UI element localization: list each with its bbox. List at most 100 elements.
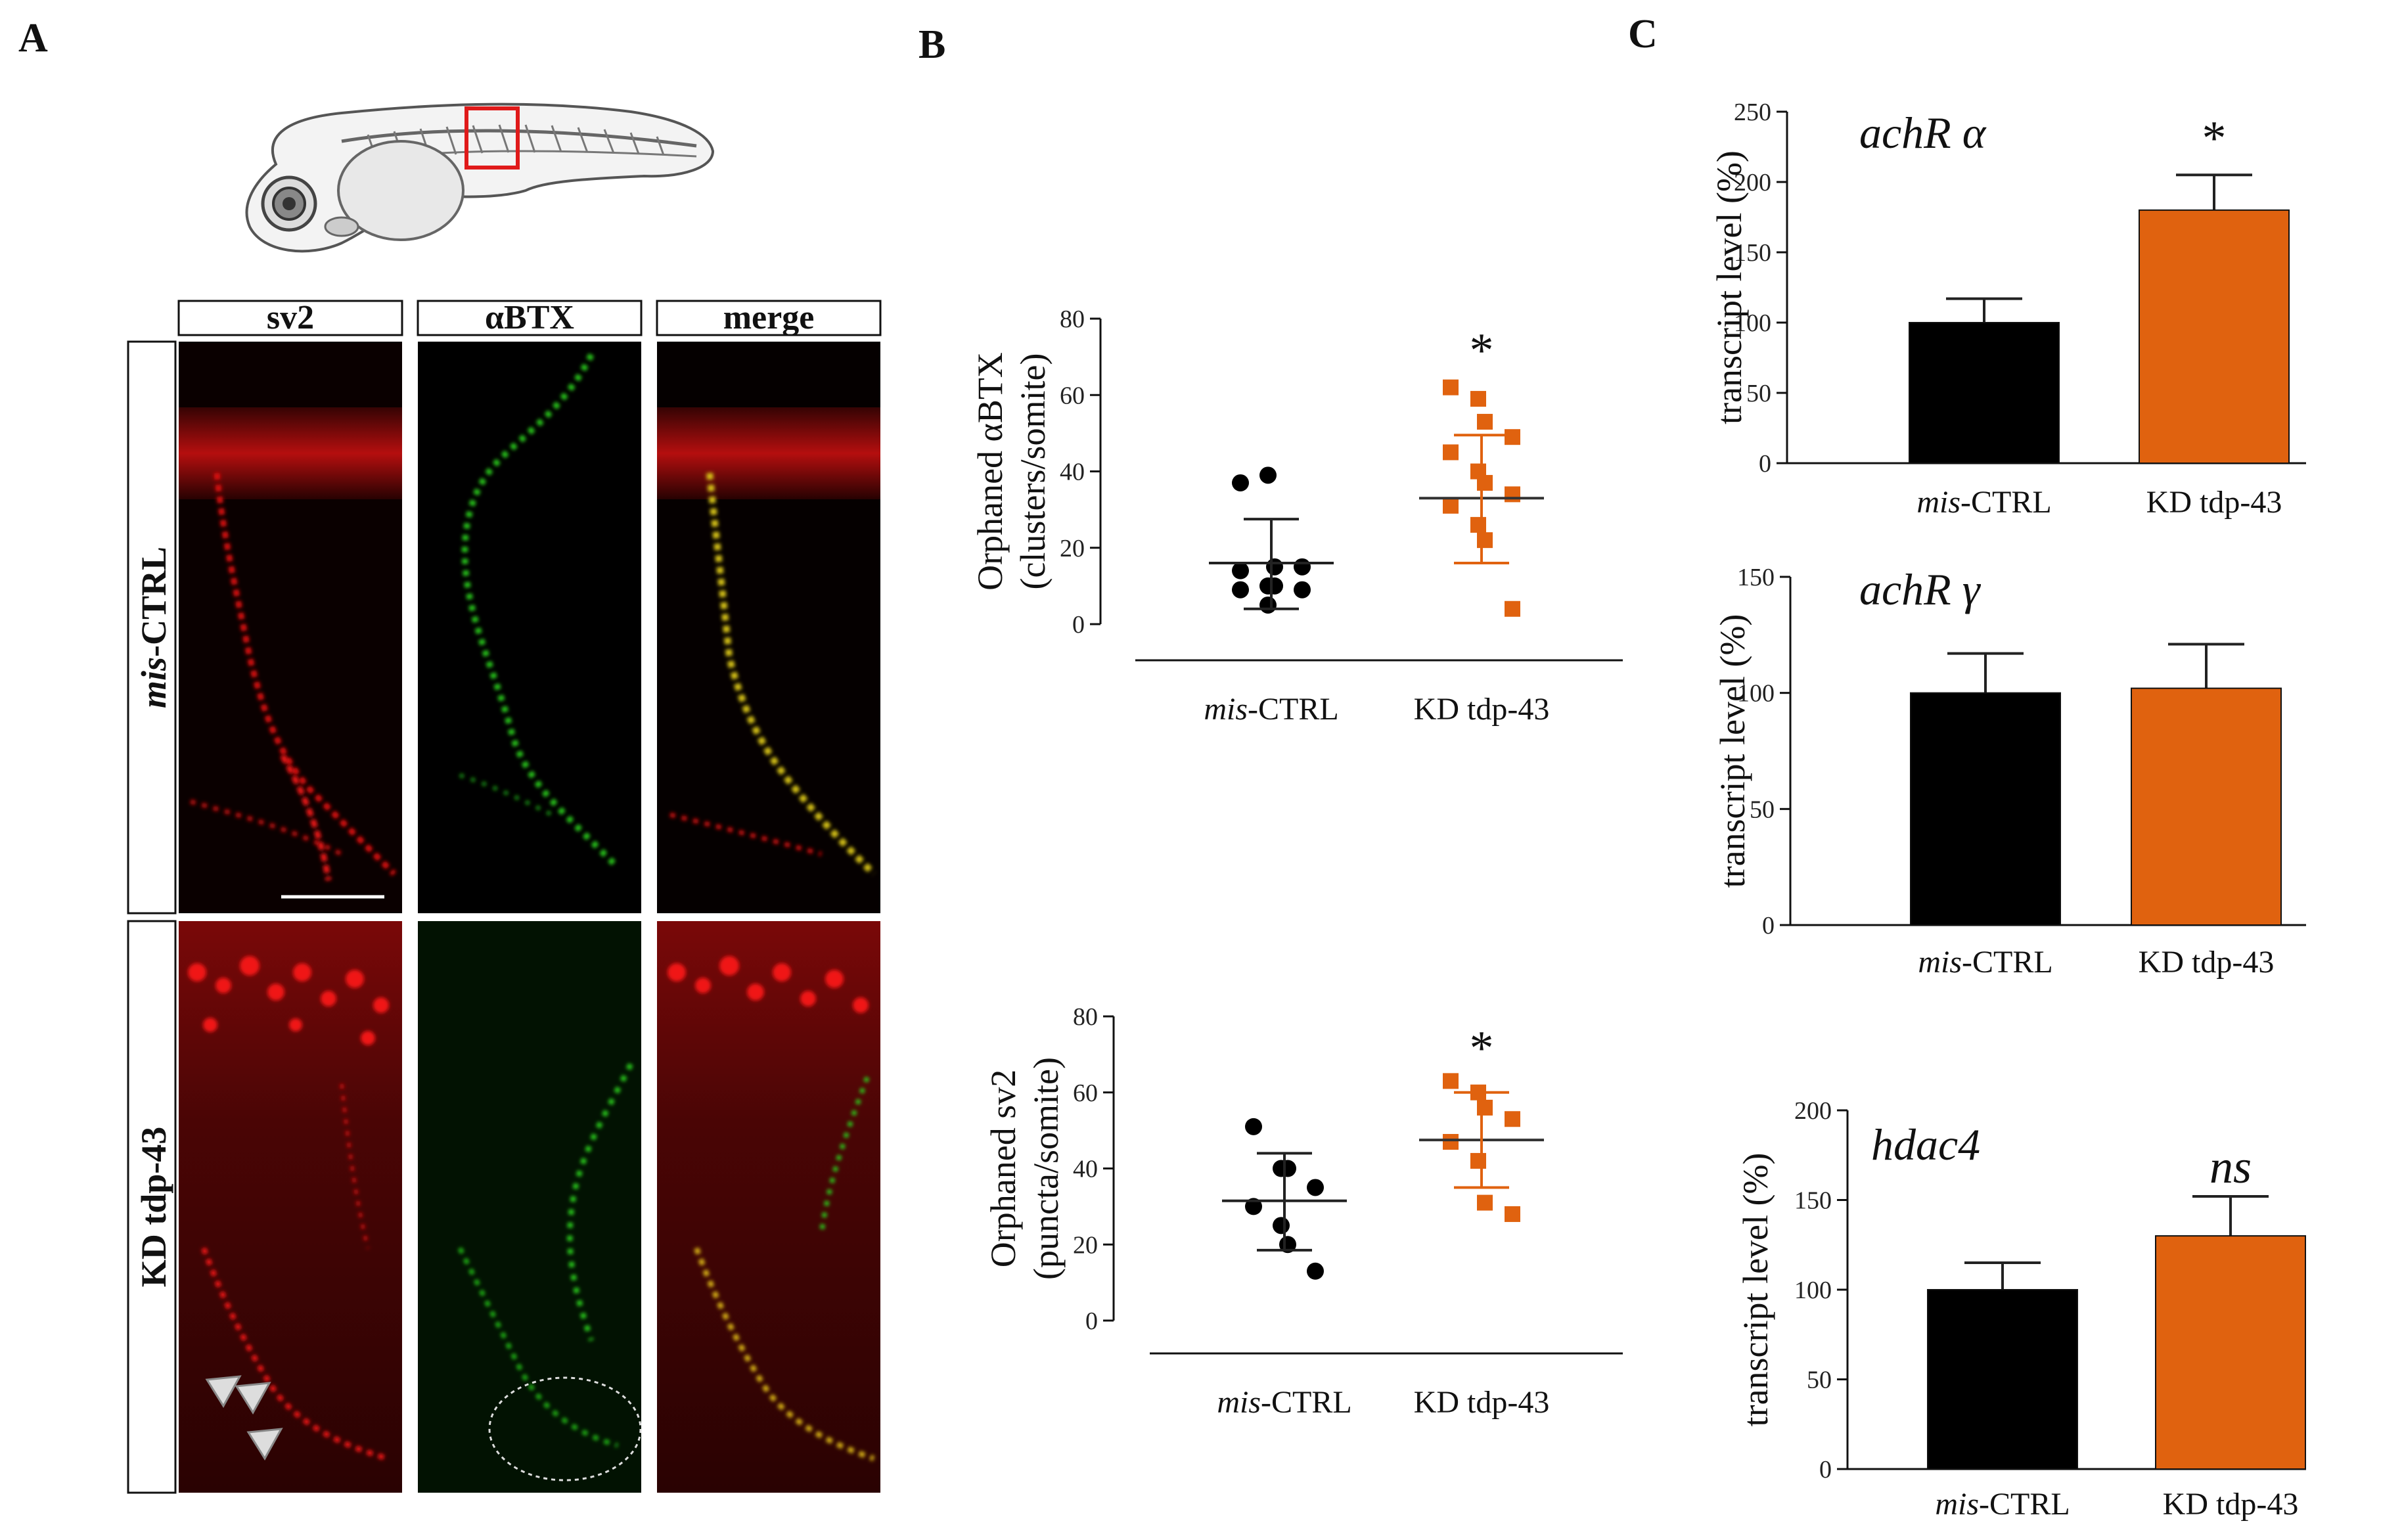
microscopy-column-headers: sv2 αBTX merge: [177, 299, 882, 336]
category-label: KD tdp-43: [2163, 1487, 2299, 1522]
row-header-kd-tdp43: KD tdp-43: [134, 1127, 173, 1288]
data-point-ctrl: [1232, 474, 1249, 491]
data-point-ctrl: [1307, 1179, 1324, 1196]
chart-b-bottom: 0 20 40 60 80 Orphaned sv2 (puncta/somite) mis-…: [984, 1003, 1623, 1420]
y-tick-label: 200: [1794, 1097, 1832, 1125]
significance-marker: *: [1470, 1022, 1494, 1076]
chart-b-top: 0 20 40 60 80 Orphaned αBTX (clusters/somite) m…: [970, 306, 1623, 727]
tile-kd-abtx: [418, 921, 642, 1493]
y-tick-label: 80: [1060, 306, 1085, 333]
y-tick-label: 150: [1794, 1187, 1832, 1215]
y-axis-title: Orphaned αBTX: [970, 352, 1010, 591]
data-point-kd: [1505, 1206, 1520, 1222]
data-point-ctrl: [1232, 581, 1249, 599]
data-point-ctrl: [1245, 1118, 1262, 1135]
category-label: KD tdp-43: [1414, 692, 1550, 727]
chart-c-achrg: 0 50 100 150 transcript level (%) achR γ mis-C…: [1713, 564, 2306, 980]
y-tick-label: 100: [1794, 1277, 1832, 1304]
y-axis-subtitle: (puncta/somite): [1026, 1057, 1066, 1280]
panel-label-c: C: [1628, 12, 1658, 57]
data-point-kd: [1477, 532, 1493, 549]
data-point-ctrl: [1259, 466, 1277, 484]
data-point-kd: [1443, 1073, 1459, 1089]
y-tick-label: 80: [1073, 1003, 1098, 1031]
data-point-kd: [1505, 1111, 1520, 1127]
category-label: KD tdp-43: [1414, 1385, 1550, 1420]
gene-label: achR γ: [1859, 564, 1982, 614]
significance-marker: ns: [2209, 1141, 2252, 1193]
y-axis-subtitle: (clusters/somite): [1013, 353, 1053, 590]
bar-ctrl: [1927, 1289, 2078, 1470]
y-tick-label: 250: [1734, 99, 1771, 126]
microscopy-grid: [179, 342, 880, 1493]
panel-label-b: B: [918, 22, 945, 67]
data-point-kd: [1470, 391, 1486, 407]
y-axis-title: Orphaned sv2: [984, 1070, 1023, 1267]
significance-marker: *: [2202, 112, 2227, 166]
y-axis-title: transcript level (%): [1710, 150, 1749, 424]
data-point-ctrl: [1307, 1262, 1324, 1280]
data-point-kd: [1477, 413, 1493, 430]
category-label: mis-CTRL: [1916, 485, 2051, 520]
data-point-kd: [1443, 379, 1459, 396]
y-tick-label: 150: [1734, 239, 1771, 267]
data-point-kd: [1505, 429, 1520, 445]
column-header-abtx: αBTX: [485, 299, 574, 336]
data-point-ctrl: [1245, 1198, 1262, 1215]
data-point-kd: [1477, 1194, 1493, 1211]
y-tick-label: 20: [1060, 535, 1085, 562]
bar-kd: [2155, 1235, 2306, 1470]
data-point-kd: [1443, 1133, 1459, 1150]
data-point-ctrl: [1279, 1160, 1296, 1177]
y-tick-label: 40: [1060, 459, 1085, 486]
panel-label-a: A: [18, 16, 48, 60]
y-tick-label: 60: [1060, 382, 1085, 409]
data-point-kd: [1470, 1152, 1486, 1169]
data-point-kd: [1477, 474, 1493, 491]
y-tick-label: 0: [1819, 1456, 1832, 1483]
y-tick-label: 150: [1737, 564, 1775, 591]
microscopy-row-headers: mis-CTRL KD tdp-43: [127, 340, 177, 1494]
tile-kd-sv2: [179, 921, 402, 1493]
data-point-kd: [1505, 600, 1520, 617]
data-point-ctrl: [1273, 1217, 1290, 1234]
y-tick-label: 0: [1762, 912, 1775, 940]
bar-kd: [2139, 209, 2290, 464]
category-label: mis-CTRL: [1918, 945, 2052, 980]
gene-label: achR α: [1859, 108, 1987, 158]
charts-layer: 0 20 40 60 80 Orphaned αBTX (clusters/somite) m…: [970, 99, 2306, 1522]
bar-ctrl: [1909, 322, 2060, 464]
bar-kd: [2131, 687, 2282, 926]
bar-ctrl: [1910, 692, 2061, 926]
y-tick-label: 100: [1737, 680, 1775, 708]
tile-ctrl-abtx: [418, 342, 641, 913]
y-tick-label: 20: [1073, 1231, 1098, 1259]
y-tick-label: 40: [1073, 1156, 1098, 1183]
data-point-ctrl: [1266, 558, 1283, 576]
gene-label: hdac4: [1871, 1120, 1980, 1169]
data-point-kd: [1443, 444, 1459, 461]
row-header-mis-ctrl: mis-CTRL: [134, 547, 173, 708]
data-point-ctrl: [1294, 558, 1311, 576]
tile-ctrl-merge: [657, 342, 880, 913]
y-tick-label: 100: [1734, 309, 1771, 337]
data-point-ctrl: [1259, 596, 1277, 614]
data-point-kd: [1477, 1099, 1493, 1116]
y-axis-title: transcript level (%): [1736, 1153, 1775, 1427]
y-tick-label: 0: [1072, 611, 1085, 639]
column-header-merge: merge: [723, 299, 815, 336]
y-tick-label: 200: [1734, 169, 1771, 196]
data-point-ctrl: [1294, 581, 1311, 599]
y-tick-label: 50: [1746, 380, 1771, 407]
data-point-kd: [1470, 516, 1486, 533]
category-label: mis-CTRL: [1217, 1385, 1351, 1420]
y-tick-label: 50: [1750, 796, 1775, 823]
category-label: mis-CTRL: [1204, 692, 1338, 727]
data-point-kd: [1443, 497, 1459, 514]
column-header-sv2: sv2: [267, 299, 314, 336]
y-tick-label: 60: [1073, 1079, 1098, 1107]
data-point-ctrl: [1232, 562, 1249, 579]
tile-kd-merge: [657, 921, 880, 1493]
significance-marker: *: [1470, 324, 1494, 378]
